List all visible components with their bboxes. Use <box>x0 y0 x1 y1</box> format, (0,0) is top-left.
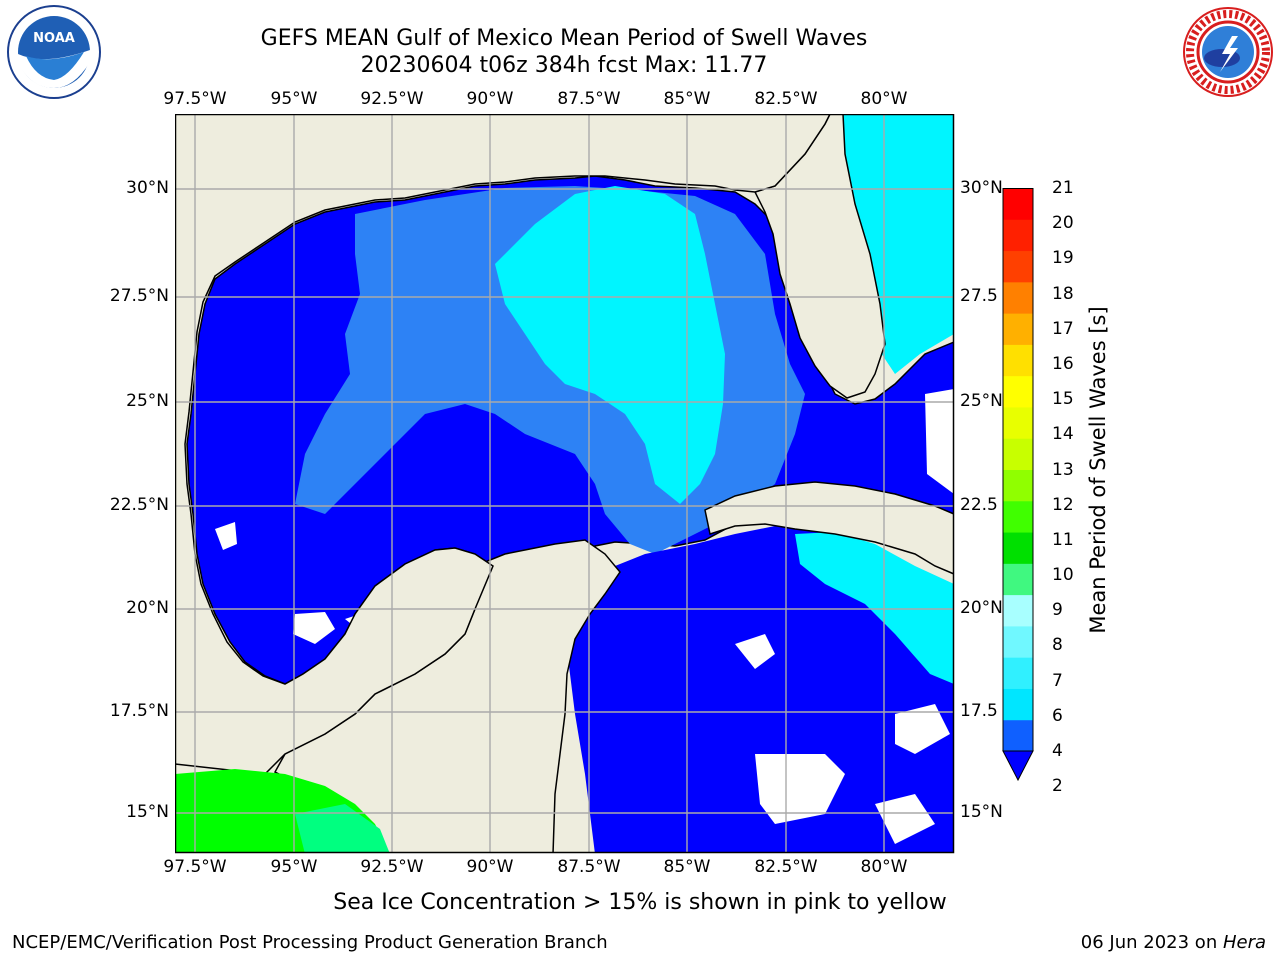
colorbar-tick-label: 6 <box>1052 705 1063 726</box>
no-data-patch <box>735 634 775 669</box>
lon-label-top: 90°W <box>466 89 514 109</box>
colorbar-tick-label: 8 <box>1052 635 1063 656</box>
lat-label-right: 22.5 <box>960 495 998 515</box>
colorbar-tick-label: 4 <box>1052 741 1063 761</box>
chart-title: GEFS MEAN Gulf of Mexico Mean Period of … <box>260 26 868 51</box>
colorbar-segment <box>1003 688 1033 721</box>
chart-subtitle: 20230604 t06z 384h fcst Max: 11.77 <box>360 53 768 78</box>
colorbar-segment <box>1003 219 1033 252</box>
colorbar-segment <box>1003 438 1033 470</box>
lat-label-left: 27.5°N <box>109 286 169 306</box>
colorbar-tick-label: 16 <box>1052 353 1074 374</box>
no-data-patch <box>875 794 935 844</box>
colorbar-segment <box>1003 406 1033 439</box>
colorbar-tick-label: 18 <box>1052 283 1074 304</box>
lon-label-top: 85°W <box>663 89 711 109</box>
colorbar-tick-label: 20 <box>1052 213 1074 234</box>
lon-label-top: 82.5°W <box>754 89 818 109</box>
lon-label-bottom: 97.5°W <box>163 857 227 877</box>
lat-label-left: 20°N <box>126 598 169 618</box>
colorbar-extend-arrow <box>1002 750 1034 782</box>
colorbar-segment <box>1003 188 1033 220</box>
colorbar-segment <box>1003 657 1033 689</box>
sea-ice-note: Sea Ice Concentration > 15% is shown in … <box>333 890 947 915</box>
colorbar-tick-label: 2 <box>1052 776 1063 797</box>
footer-credit: NCEP/EMC/Verification Post Processing Pr… <box>12 932 608 953</box>
colorbar <box>1002 188 1036 792</box>
lon-label-bottom: 92.5°W <box>360 857 424 877</box>
lat-label-right: 30°N <box>960 178 1003 198</box>
caribbean-swell-low <box>565 526 954 853</box>
colorbar-segment <box>1003 719 1033 752</box>
colorbar-segment <box>1003 250 1033 283</box>
nws-logo <box>1180 6 1276 102</box>
lon-label-top: 87.5°W <box>557 89 621 109</box>
no-data-patch <box>895 704 950 754</box>
colorbar-segment <box>1003 281 1033 314</box>
lon-label-top: 95°W <box>270 89 318 109</box>
no-data-patch <box>925 389 954 494</box>
map-panel <box>174 113 955 858</box>
lat-label-right: 25°N <box>960 391 1003 411</box>
gulf-swell-high <box>495 186 725 504</box>
pacific-swell-low <box>295 804 390 853</box>
colorbar-segment <box>1003 532 1033 564</box>
footer-date: 06 Jun 2023 on Hera <box>1081 932 1266 953</box>
colorbar-segment <box>1003 594 1033 627</box>
colorbar-tick-label: 17 <box>1052 318 1074 339</box>
colorbar-tick-label: 11 <box>1052 529 1074 550</box>
lat-label-left: 22.5°N <box>109 495 169 515</box>
noaa-logo: NOAA <box>4 4 104 104</box>
colorbar-segment <box>1003 500 1033 533</box>
colorbar-segment <box>1003 469 1033 502</box>
no-data-patch <box>215 522 237 550</box>
colorbar-tick-label: 19 <box>1052 248 1074 269</box>
lon-label-bottom: 80°W <box>860 857 908 877</box>
lat-label-right: 20°N <box>960 598 1003 618</box>
lat-label-right: 27.5 <box>960 286 998 306</box>
colorbar-tick-label: 15 <box>1052 389 1074 410</box>
lon-label-bottom: 95°W <box>270 857 318 877</box>
lon-label-bottom: 87.5°W <box>557 857 621 877</box>
colorbar-tick-label: 12 <box>1052 494 1074 515</box>
atlantic-swell <box>835 114 954 374</box>
colorbar-tick-label: 21 <box>1052 178 1074 198</box>
no-data-patch <box>755 754 845 824</box>
lon-label-top: 80°W <box>860 89 908 109</box>
colorbar-segment <box>1003 625 1033 658</box>
noaa-text: NOAA <box>33 31 75 46</box>
lon-label-top: 97.5°W <box>163 89 227 109</box>
colorbar-frame <box>1002 188 1034 752</box>
lat-label-left: 30°N <box>126 178 169 198</box>
lon-label-bottom: 90°W <box>466 857 514 877</box>
colorbar-tick-label: 7 <box>1052 670 1063 691</box>
colorbar-segment <box>1003 344 1033 377</box>
map-svg <box>174 113 955 854</box>
us-coast-land <box>175 114 831 775</box>
no-data-patch <box>293 612 335 644</box>
lon-label-bottom: 85°W <box>663 857 711 877</box>
colorbar-tick-label: 14 <box>1052 424 1074 445</box>
lat-label-left: 25°N <box>126 391 169 411</box>
footer-host: Hera <box>1222 932 1266 953</box>
lon-label-top: 92.5°W <box>360 89 424 109</box>
colorbar-segment <box>1003 563 1033 596</box>
colorbar-tick-label: 13 <box>1052 459 1074 480</box>
lon-label-bottom: 82.5°W <box>754 857 818 877</box>
footer-date-text: 06 Jun 2023 on <box>1080 932 1223 953</box>
lat-label-right: 15°N <box>960 802 1003 822</box>
colorbar-segment <box>1003 313 1033 345</box>
lat-label-right: 17.5 <box>960 701 998 721</box>
colorbar-tick-label: 10 <box>1052 565 1074 586</box>
lat-label-left: 15°N <box>126 802 169 822</box>
colorbar-label: Mean Period of Swell Waves [s] <box>1086 306 1110 634</box>
colorbar-segment <box>1003 375 1033 408</box>
cuba-land <box>704 481 954 575</box>
caribbean-swell-high <box>795 532 954 684</box>
colorbar-tick-label: 9 <box>1052 600 1063 621</box>
lat-label-left: 17.5°N <box>109 701 169 721</box>
